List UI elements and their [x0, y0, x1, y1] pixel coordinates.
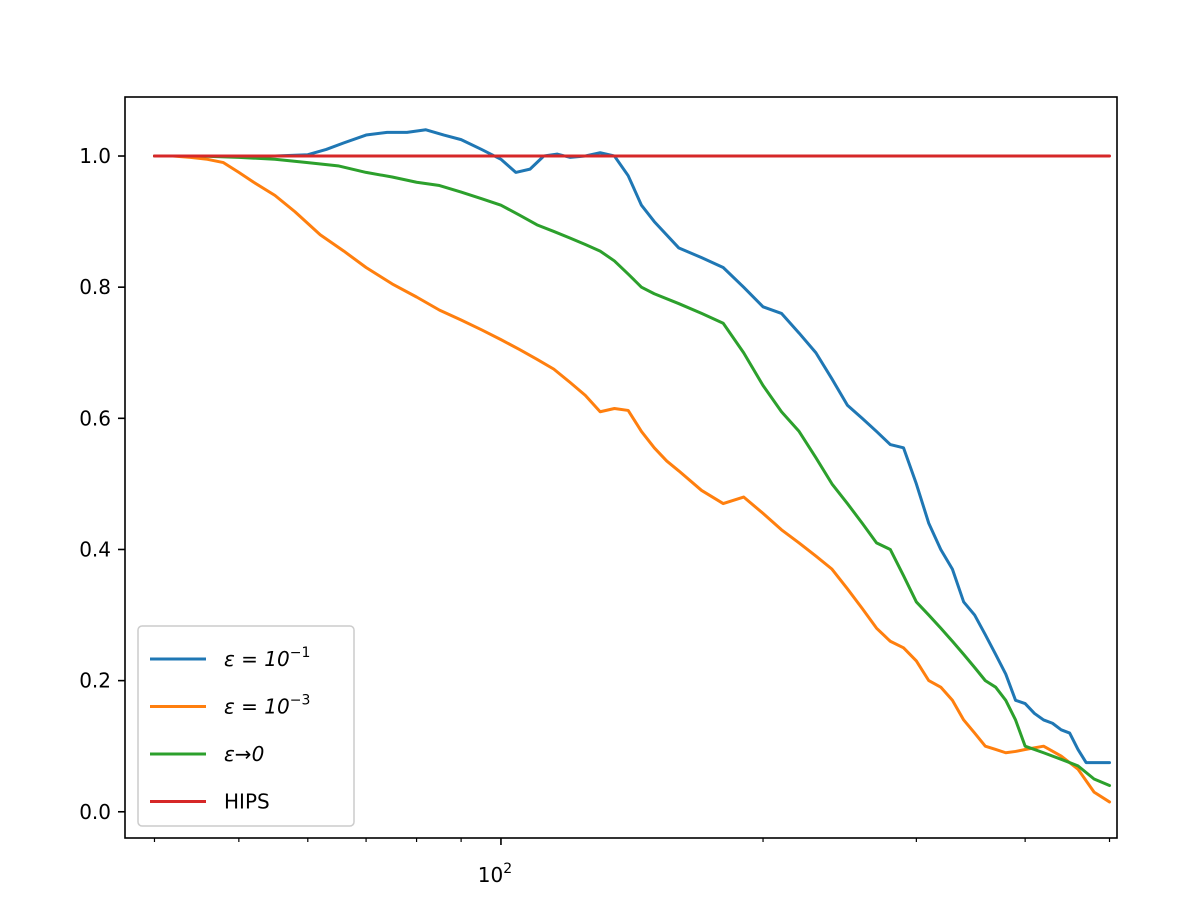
y-tick-label: 0.6 [79, 406, 111, 430]
y-tick-label: 0.4 [79, 537, 111, 561]
y-tick-label: 0.2 [79, 669, 111, 693]
legend: ε = 10−1 ε = 10−3 ε→0 HIPS [137, 625, 355, 827]
x-tick-label: 102 [478, 861, 512, 887]
legend-label: HIPS [224, 790, 270, 814]
x-axis: 102 [153, 838, 1111, 887]
series-layer [152, 128, 1112, 804]
y-tick-label: 0.8 [79, 275, 111, 299]
legend-label: ε→0 [224, 742, 264, 766]
series-line-1 [152, 128, 1112, 765]
y-axis: 0.0 0.2 0.4 0.6 0.8 1.0 [79, 144, 125, 824]
legend-box [137, 625, 355, 827]
series-line-2 [152, 154, 1112, 804]
legend-label: ε = 10−1 [224, 645, 310, 671]
y-tick-label: 0.0 [79, 800, 111, 824]
legend-label: ε = 10−3 [224, 693, 310, 719]
y-tick-label: 1.0 [79, 144, 111, 168]
series-line-3 [152, 154, 1112, 788]
plot-frame [124, 96, 1118, 839]
